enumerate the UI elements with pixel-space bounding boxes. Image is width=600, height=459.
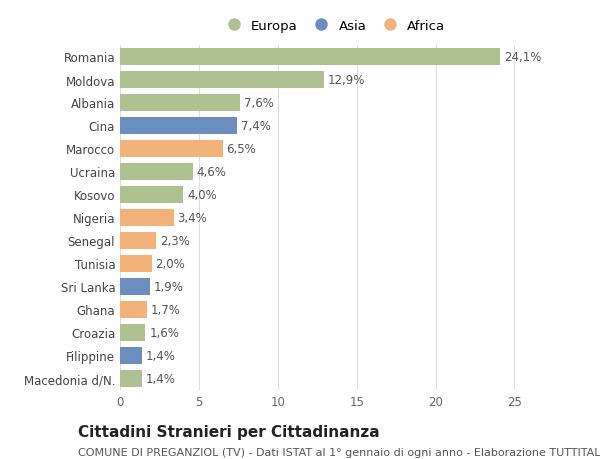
Bar xyxy=(120,347,142,364)
Text: 2,0%: 2,0% xyxy=(155,257,185,270)
Text: 1,4%: 1,4% xyxy=(146,372,176,385)
Bar xyxy=(120,163,193,181)
Text: 2,3%: 2,3% xyxy=(160,235,190,247)
Text: 24,1%: 24,1% xyxy=(504,51,542,64)
Bar xyxy=(120,95,240,112)
Text: 7,6%: 7,6% xyxy=(244,97,274,110)
Text: Cittadini Stranieri per Cittadinanza: Cittadini Stranieri per Cittadinanza xyxy=(78,425,380,440)
Text: 1,4%: 1,4% xyxy=(146,349,176,362)
Text: 7,4%: 7,4% xyxy=(241,120,271,133)
Bar xyxy=(120,232,156,250)
Bar xyxy=(120,255,152,273)
Text: 1,7%: 1,7% xyxy=(151,303,181,316)
Bar xyxy=(120,370,142,387)
Bar xyxy=(120,209,173,227)
Text: 3,4%: 3,4% xyxy=(178,212,208,224)
Bar xyxy=(120,324,145,341)
Text: COMUNE DI PREGANZIOL (TV) - Dati ISTAT al 1° gennaio di ogni anno - Elaborazione: COMUNE DI PREGANZIOL (TV) - Dati ISTAT a… xyxy=(78,448,600,458)
Text: 1,9%: 1,9% xyxy=(154,280,184,293)
Bar xyxy=(120,186,183,204)
Legend: Europa, Asia, Africa: Europa, Asia, Africa xyxy=(215,15,451,38)
Text: 12,9%: 12,9% xyxy=(328,74,365,87)
Bar xyxy=(120,118,237,135)
Text: 1,6%: 1,6% xyxy=(149,326,179,339)
Text: 4,0%: 4,0% xyxy=(187,189,217,202)
Bar xyxy=(120,72,323,89)
Bar xyxy=(120,301,147,319)
Bar xyxy=(120,278,150,296)
Text: 4,6%: 4,6% xyxy=(197,166,226,179)
Bar xyxy=(120,140,223,158)
Bar xyxy=(120,49,500,66)
Text: 6,5%: 6,5% xyxy=(227,143,256,156)
